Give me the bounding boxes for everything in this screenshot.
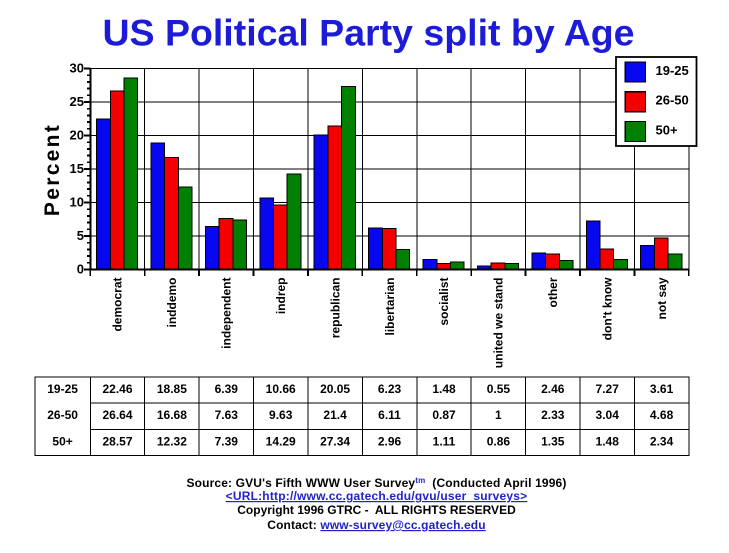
svg-text:1.48: 1.48 <box>432 382 456 396</box>
svg-text:1.35: 1.35 <box>541 434 565 448</box>
svg-text:socialist: socialist <box>437 278 451 326</box>
svg-text:6.11: 6.11 <box>378 408 401 422</box>
svg-text:18.85: 18.85 <box>157 382 187 396</box>
svg-text:26-50: 26-50 <box>47 408 78 422</box>
svg-text:14.29: 14.29 <box>266 434 296 448</box>
svg-text:20.05: 20.05 <box>320 382 350 396</box>
svg-text:0.87: 0.87 <box>432 408 456 422</box>
svg-text:2.96: 2.96 <box>378 434 402 448</box>
svg-text:democrat: democrat <box>111 278 125 332</box>
svg-text:3.04: 3.04 <box>596 408 620 422</box>
svg-text:0: 0 <box>77 262 84 277</box>
svg-text:50+: 50+ <box>656 122 678 137</box>
svg-text:inddemo: inddemo <box>165 278 179 328</box>
svg-text:libertarian: libertarian <box>383 278 397 336</box>
svg-text:other: other <box>546 277 560 307</box>
svg-text:10.66: 10.66 <box>266 382 296 396</box>
svg-text:19-25: 19-25 <box>656 63 689 78</box>
svg-text:50+: 50+ <box>52 434 72 448</box>
svg-text:22.46: 22.46 <box>102 382 132 396</box>
svg-text:3.61: 3.61 <box>650 382 674 396</box>
svg-text:2.33: 2.33 <box>541 408 565 422</box>
svg-text:30: 30 <box>70 61 84 76</box>
svg-text:10: 10 <box>70 195 84 210</box>
svg-text:1: 1 <box>495 408 502 422</box>
svg-text:26.64: 26.64 <box>102 408 132 422</box>
svg-text:7.27: 7.27 <box>596 382 620 396</box>
svg-text:Copyright 1996 GTRC - ALL RIG: Copyright 1996 GTRC - ALL RIGHTS RESERVE… <box>237 503 516 517</box>
svg-text:not say: not say <box>655 277 669 319</box>
svg-text:0.55: 0.55 <box>487 382 511 396</box>
svg-text:Source: GVU's Fifth WWW User S: Source: GVU's Fifth WWW User Surveytm (C… <box>186 476 566 490</box>
svg-text:Contact: www-survey@cc.gatech.: Contact: www-survey@cc.gatech.edu <box>267 518 485 532</box>
svg-text:don't know: don't know <box>600 277 614 341</box>
svg-text:16.68: 16.68 <box>157 408 187 422</box>
svg-text:republican: republican <box>328 278 342 339</box>
svg-text:indrep: indrep <box>274 278 288 315</box>
svg-text:US Political Party split by Ag: US Political Party split by Age <box>102 12 634 54</box>
svg-text:20: 20 <box>70 128 84 143</box>
svg-text:19-25: 19-25 <box>47 382 78 396</box>
svg-text:15: 15 <box>70 161 84 176</box>
svg-text:26-50: 26-50 <box>656 93 689 108</box>
svg-text:<URL:http://www.cc.gatech.edu/: <URL:http://www.cc.gatech.edu/gvu/user_s… <box>226 489 528 503</box>
svg-text:2.34: 2.34 <box>650 434 674 448</box>
svg-text:independent: independent <box>220 278 234 349</box>
svg-text:6.39: 6.39 <box>215 382 239 396</box>
svg-text:1.48: 1.48 <box>596 434 620 448</box>
svg-text:1.11: 1.11 <box>433 434 456 448</box>
svg-text:5: 5 <box>77 228 84 243</box>
svg-text:9.63: 9.63 <box>269 408 293 422</box>
svg-text:0.86: 0.86 <box>487 434 511 448</box>
svg-text:united we stand: united we stand <box>492 278 506 369</box>
svg-text:27.34: 27.34 <box>320 434 350 448</box>
svg-text:6.23: 6.23 <box>378 382 402 396</box>
svg-text:7.39: 7.39 <box>215 434 239 448</box>
svg-text:21.4: 21.4 <box>323 408 347 422</box>
svg-text:28.57: 28.57 <box>102 434 132 448</box>
svg-text:25: 25 <box>70 94 84 109</box>
svg-text:2.46: 2.46 <box>541 382 565 396</box>
svg-text:12.32: 12.32 <box>157 434 187 448</box>
svg-text:7.63: 7.63 <box>215 408 239 422</box>
svg-text:4.68: 4.68 <box>650 408 674 422</box>
svg-text:Percent: Percent <box>41 123 64 216</box>
